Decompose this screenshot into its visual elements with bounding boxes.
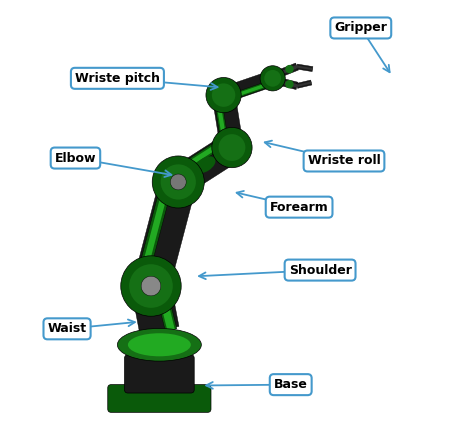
Polygon shape bbox=[297, 64, 313, 72]
Ellipse shape bbox=[118, 328, 201, 361]
Polygon shape bbox=[280, 65, 298, 75]
Polygon shape bbox=[214, 96, 229, 149]
Circle shape bbox=[285, 65, 294, 73]
Circle shape bbox=[212, 128, 252, 168]
Circle shape bbox=[219, 134, 246, 161]
Polygon shape bbox=[215, 96, 228, 149]
Circle shape bbox=[260, 66, 285, 91]
Text: Base: Base bbox=[274, 378, 308, 391]
Polygon shape bbox=[297, 82, 311, 87]
Circle shape bbox=[121, 256, 181, 316]
Circle shape bbox=[129, 264, 173, 308]
Ellipse shape bbox=[128, 333, 191, 356]
Polygon shape bbox=[155, 285, 177, 331]
Polygon shape bbox=[224, 81, 274, 101]
Polygon shape bbox=[212, 93, 243, 149]
Circle shape bbox=[264, 70, 281, 87]
Text: Wriste roll: Wriste roll bbox=[308, 155, 380, 168]
Text: Shoulder: Shoulder bbox=[289, 264, 352, 277]
Text: Elbow: Elbow bbox=[55, 152, 96, 165]
Polygon shape bbox=[279, 63, 299, 77]
Polygon shape bbox=[143, 180, 186, 288]
Polygon shape bbox=[172, 138, 228, 176]
Polygon shape bbox=[170, 135, 240, 195]
FancyBboxPatch shape bbox=[125, 355, 194, 393]
Circle shape bbox=[141, 276, 161, 296]
Text: Waist: Waist bbox=[47, 322, 87, 336]
Polygon shape bbox=[156, 285, 175, 331]
Text: Gripper: Gripper bbox=[334, 21, 387, 35]
Polygon shape bbox=[296, 80, 312, 88]
Circle shape bbox=[212, 83, 235, 107]
Polygon shape bbox=[138, 179, 171, 284]
FancyBboxPatch shape bbox=[108, 385, 211, 412]
Circle shape bbox=[285, 80, 294, 88]
Polygon shape bbox=[174, 142, 236, 188]
Ellipse shape bbox=[195, 156, 216, 173]
Text: Forearm: Forearm bbox=[270, 201, 328, 213]
Polygon shape bbox=[222, 75, 274, 99]
Text: Wriste pitch: Wriste pitch bbox=[75, 72, 160, 85]
Circle shape bbox=[152, 156, 204, 208]
Polygon shape bbox=[224, 79, 275, 102]
Polygon shape bbox=[279, 78, 298, 90]
Polygon shape bbox=[171, 136, 229, 178]
Polygon shape bbox=[133, 177, 196, 291]
Polygon shape bbox=[219, 94, 237, 148]
Polygon shape bbox=[131, 282, 179, 334]
Polygon shape bbox=[221, 71, 275, 103]
Polygon shape bbox=[135, 178, 174, 285]
Polygon shape bbox=[297, 66, 313, 70]
Polygon shape bbox=[280, 80, 297, 88]
Circle shape bbox=[170, 174, 186, 190]
Polygon shape bbox=[142, 284, 169, 332]
Circle shape bbox=[161, 164, 196, 200]
Circle shape bbox=[206, 77, 241, 113]
